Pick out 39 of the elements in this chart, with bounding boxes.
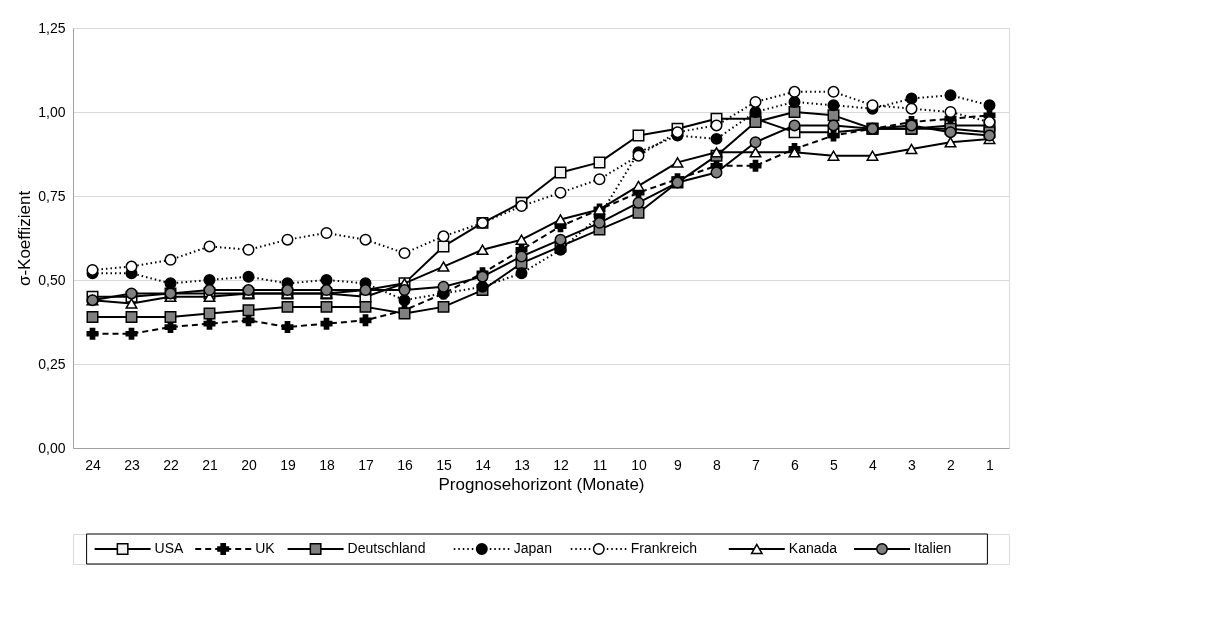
y-tick-label: 1,25 [38, 19, 66, 36]
x-tick-label: 9 [674, 456, 683, 473]
x-tick-label: 6 [791, 456, 800, 473]
x-tick-label: 4 [869, 456, 878, 473]
x-tick-label: 15 [436, 456, 452, 473]
y-tick-label: 0,75 [38, 187, 66, 204]
x-tick-label: 2 [947, 456, 956, 473]
x-tick-label: 11 [592, 456, 608, 473]
x-tick-label: 17 [358, 456, 374, 473]
legend-label: Frankreich [630, 540, 697, 556]
x-tick-label: 16 [397, 456, 413, 473]
y-tick-label: 0,00 [38, 439, 66, 456]
x-tick-label: 10 [631, 456, 647, 473]
x-tick-label: 22 [163, 456, 179, 473]
x-tick-label: 18 [319, 456, 335, 473]
x-tick-label: 19 [280, 456, 296, 473]
x-tick-label: 24 [85, 456, 101, 473]
y-tick-label: 1,00 [38, 103, 66, 120]
x-tick-label: 13 [514, 456, 530, 473]
x-tick-label: 20 [241, 456, 257, 473]
x-tick-label: 1 [986, 456, 995, 473]
x-tick-label: 7 [752, 456, 761, 473]
y-tick-label: 0,50 [38, 271, 66, 288]
x-tick-label: 23 [124, 456, 140, 473]
legend-label: Deutschland [347, 540, 426, 556]
legend-label: UK [255, 540, 276, 556]
y-axis-title: σ-Koeffizient [15, 190, 35, 287]
legend-label: Japan [513, 540, 552, 556]
legend-label: Italien [914, 540, 952, 556]
legend-label: Kanada [788, 540, 838, 556]
x-tick-label: 14 [475, 456, 491, 473]
x-tick-label: 8 [713, 456, 722, 473]
x-axis-title: Prognosehorizont (Monate) [438, 474, 645, 494]
x-tick-label: 3 [908, 456, 917, 473]
x-tick-label: 12 [553, 456, 569, 473]
y-tick-label: 0,25 [38, 355, 66, 372]
x-tick-label: 21 [202, 456, 218, 473]
legend-label: USA [154, 540, 185, 556]
x-tick-label: 5 [830, 456, 839, 473]
